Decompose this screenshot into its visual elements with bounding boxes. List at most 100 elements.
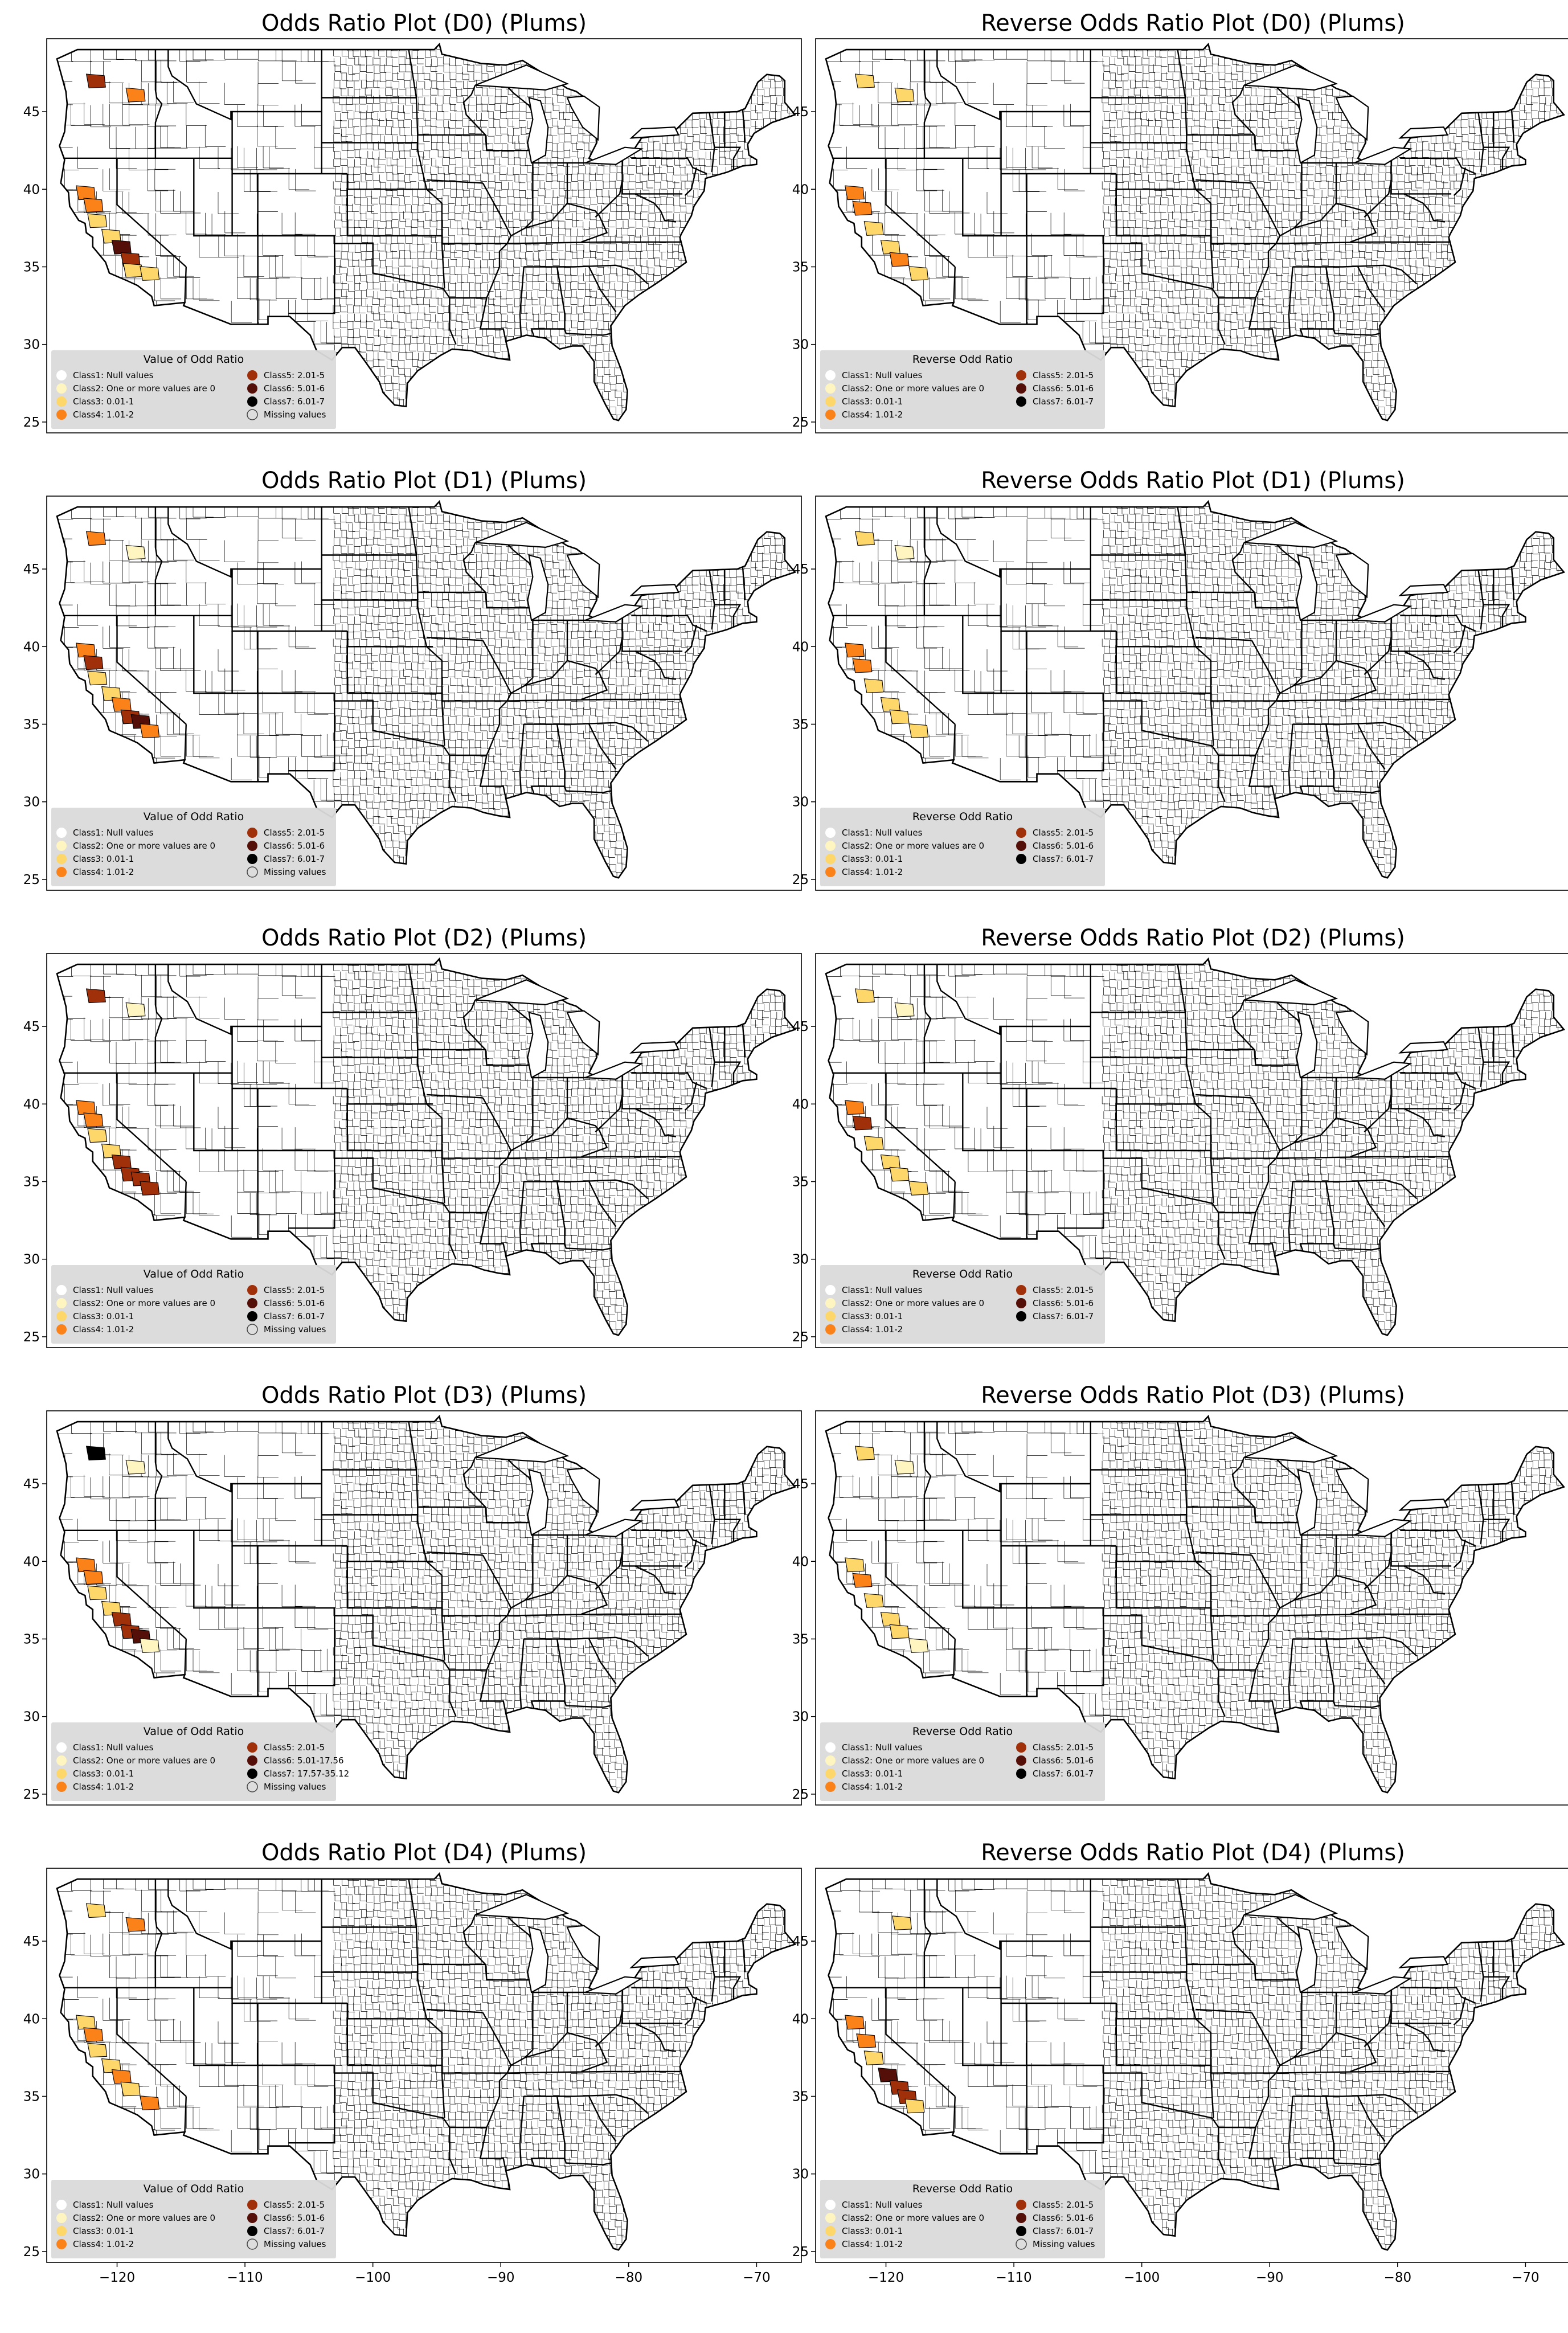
legend-marker: [247, 1742, 257, 1753]
y-tick-label: 45: [792, 1477, 809, 1492]
legend-entry: Class6: 5.01-6: [264, 2213, 325, 2223]
legend-entry: Class3: 0.01-1: [73, 1769, 134, 1779]
legend-entry: Class4: 1.01-2: [73, 867, 134, 877]
panel-title: Reverse Odds Ratio Plot (D0) (Plums): [981, 10, 1405, 36]
class-region: [845, 642, 865, 658]
y-tick-label: 40: [792, 1554, 809, 1569]
great-lake: [585, 604, 644, 623]
legend-marker: [825, 2200, 836, 2210]
map-panel: Odds Ratio Plot (D0) (Plums) 25 30 35 40 45 Va…: [23, 10, 802, 433]
y-tick-label: 30: [792, 2167, 809, 2182]
class-region: [854, 531, 875, 546]
y-tick-label: 40: [23, 1554, 40, 1569]
class-region: [856, 2033, 877, 2048]
great-lake: [1354, 146, 1413, 165]
legend-entry: Class6: 5.01-6: [1033, 1755, 1094, 1766]
great-lake: [1398, 1041, 1449, 1054]
great-lake: [1354, 1061, 1413, 1080]
y-tick-label: 25: [792, 1330, 809, 1345]
y-tick-label: 35: [23, 2089, 40, 2104]
legend-marker: [56, 383, 67, 394]
great-lake: [474, 979, 570, 1006]
legend-entry: Class4: 1.01-2: [73, 1324, 134, 1335]
state-boundaries: [63, 1878, 746, 2175]
legend-marker: [1016, 2200, 1026, 2210]
legend-entry: Class7: 6.01-7: [264, 854, 325, 864]
legend-entry: Class5: 2.01-5: [1033, 1742, 1094, 1753]
y-tick-label: 25: [23, 873, 40, 887]
legend-title: Value of Odd Ratio: [144, 811, 244, 823]
class-region: [894, 87, 915, 103]
y-tick-label: 35: [792, 717, 809, 732]
legend-marker: [56, 1769, 67, 1779]
legend-marker: [247, 1781, 258, 1792]
great-lake: [527, 1468, 549, 1536]
great-lake: [1398, 584, 1449, 596]
y-tick-label: 35: [792, 260, 809, 275]
map-panel: Odds Ratio Plot (D1) (Plums) 25 30 35 40 45 Va…: [23, 468, 802, 891]
class-region: [863, 2050, 884, 2065]
legend-entry: Class7: 6.01-7: [1033, 854, 1094, 864]
class-region: [85, 73, 106, 89]
state-boundaries: [832, 1421, 1515, 1717]
legend-marker: [825, 841, 836, 851]
great-lake: [527, 1011, 549, 1079]
class-region: [852, 1115, 873, 1131]
legend-entry: Missing values: [264, 410, 326, 420]
y-tick-label: 30: [23, 1710, 40, 1725]
legend-entry: Class2: One or more values are 0: [73, 2213, 215, 2223]
x-tick-label: −70: [743, 2270, 771, 2285]
class-region: [845, 2015, 865, 2030]
great-lake: [1243, 1894, 1338, 1921]
class-region: [908, 266, 929, 281]
y-tick-label: 35: [23, 260, 40, 275]
y-tick-label: 45: [23, 1020, 40, 1034]
panel-title: Reverse Odds Ratio Plot (D3) (Plums): [981, 1382, 1405, 1409]
great-lake: [1335, 95, 1369, 141]
state-boundaries: [63, 506, 746, 803]
us-outline: [56, 42, 797, 421]
y-tick-label: 30: [792, 1253, 809, 1267]
class-region: [908, 723, 929, 738]
class-region: [904, 2098, 925, 2114]
great-lake: [566, 1925, 600, 1971]
legend-marker: [247, 2238, 258, 2250]
great-lake: [1398, 126, 1449, 139]
legend-entry: Class3: 0.01-1: [73, 854, 134, 864]
great-lake: [629, 1956, 680, 1968]
legend-marker: [1016, 2226, 1026, 2236]
legend-marker: [56, 1742, 67, 1753]
class-region: [83, 2027, 104, 2043]
great-lake: [1335, 552, 1369, 599]
map-panel: Odds Ratio Plot (D4) (Plums) 25 30 35 40 45 −1…: [23, 1840, 802, 2285]
legend-entry: Missing values: [1033, 2239, 1095, 2249]
class-region: [880, 239, 900, 255]
legend-title: Reverse Odd Ratio: [912, 2183, 1013, 2195]
great-lake: [527, 554, 549, 621]
great-lake: [1335, 1467, 1369, 1513]
legend-marker: [247, 1769, 257, 1779]
map-legend: Reverse Odd Ratio Class1: Null values Clas…: [820, 1722, 1105, 1801]
legend-marker: [56, 2213, 67, 2223]
class-region: [863, 678, 884, 693]
legend-entry: Class6: 5.01-6: [264, 841, 325, 851]
y-tick-label: 30: [23, 338, 40, 353]
panel-title: Reverse Odds Ratio Plot (D1) (Plums): [981, 468, 1405, 494]
class-region: [87, 213, 108, 228]
class-region: [854, 988, 875, 1004]
class-region: [852, 658, 873, 673]
y-tick-label: 40: [792, 1097, 809, 1112]
y-tick-label: 45: [23, 1934, 40, 1949]
legend-title: Value of Odd Ratio: [144, 353, 244, 366]
class-region: [852, 200, 873, 216]
legend-entry: Class6: 5.01-6: [1033, 2213, 1094, 2223]
great-lake: [585, 1061, 644, 1080]
map-legend: Reverse Odd Ratio Class1: Null values Clas…: [820, 2180, 1105, 2258]
class-region: [76, 2015, 96, 2030]
legend-title: Reverse Odd Ratio: [912, 811, 1013, 823]
y-tick-label: 40: [792, 182, 809, 197]
y-tick-label: 25: [792, 415, 809, 430]
map-legend: Value of Odd Ratio Class1: Null values Cla…: [51, 1722, 349, 1801]
map-panel: Odds Ratio Plot (D3) (Plums) 25 30 35 40 45 Va…: [23, 1382, 802, 1806]
